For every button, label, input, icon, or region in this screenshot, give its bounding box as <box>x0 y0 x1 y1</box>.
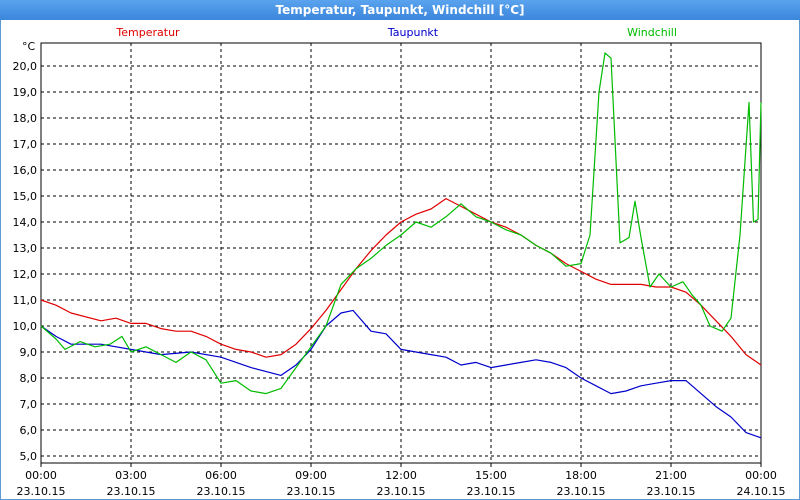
y-tick-label: 15,0 <box>13 190 38 203</box>
y-tick-label: 10,0 <box>13 320 38 333</box>
x-tick-date: 23.10.15 <box>467 485 516 498</box>
legend-taupunkt: Taupunkt <box>387 26 439 39</box>
x-tick-date: 23.10.15 <box>17 485 66 498</box>
y-tick-label: 6,0 <box>20 424 38 437</box>
y-tick-label: 16,0 <box>13 164 38 177</box>
legend-windchill: Windchill <box>627 26 677 39</box>
y-tick-label: 13,0 <box>13 242 38 255</box>
x-tick-time: 06:00 <box>205 469 237 482</box>
x-tick-date: 23.10.15 <box>377 485 426 498</box>
x-tick-date: 23.10.15 <box>287 485 336 498</box>
x-tick-time: 12:00 <box>385 469 417 482</box>
series-line-taupunkt <box>40 309 762 439</box>
y-tick-label: 20,0 <box>13 60 38 73</box>
y-tick-label: 17,0 <box>13 138 38 151</box>
y-tick-label: 7,0 <box>20 398 38 411</box>
x-tick-time: 21:00 <box>655 469 687 482</box>
y-tick-label: 12,0 <box>13 268 38 281</box>
x-tick-time: 18:00 <box>565 469 597 482</box>
series-line-windchill <box>40 52 762 395</box>
y-tick-label: 11,0 <box>13 294 38 307</box>
y-tick-label: 8,0 <box>20 372 38 385</box>
y-axis-label: °C <box>22 40 36 53</box>
series-line-temperatur <box>40 198 762 366</box>
y-tick-label: 19,0 <box>13 86 38 99</box>
x-tick-time: 15:00 <box>475 469 507 482</box>
x-tick-date: 23.10.15 <box>197 485 246 498</box>
y-tick-label: 18,0 <box>13 112 38 125</box>
x-tick-date: 23.10.15 <box>647 485 696 498</box>
x-tick-date: 23.10.15 <box>557 485 606 498</box>
x-tick-time: 09:00 <box>295 469 327 482</box>
x-tick-date: 24.10.15 <box>737 485 786 498</box>
y-tick-label: 14,0 <box>13 216 38 229</box>
x-tick-time: 00:00 <box>745 469 777 482</box>
y-tick-label: 9,0 <box>20 346 38 359</box>
x-tick-time: 00:00 <box>25 469 57 482</box>
y-tick-label: 5,0 <box>20 450 38 463</box>
legend-temperatur: Temperatur <box>115 26 180 39</box>
x-tick-date: 23.10.15 <box>107 485 156 498</box>
window-title: Temperatur, Taupunkt, Windchill [°C] <box>0 0 800 20</box>
x-tick-time: 03:00 <box>115 469 147 482</box>
